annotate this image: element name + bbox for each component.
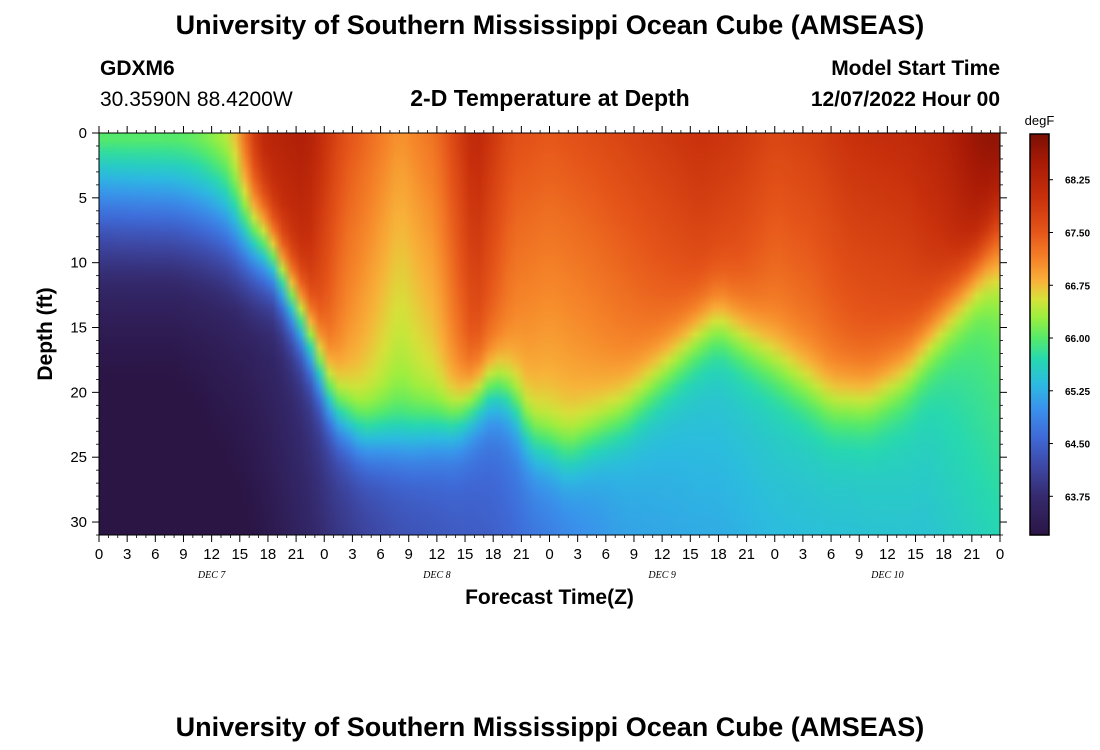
day-label: DEC 9	[647, 570, 676, 581]
x-tick-label: 0	[320, 546, 328, 563]
y-tick-label: 0	[79, 125, 87, 142]
x-tick-label: 6	[376, 546, 384, 563]
x-tick-label: 18	[260, 546, 277, 563]
colorbar-tick-label: 68.25	[1065, 176, 1090, 187]
x-tick-label: 0	[771, 546, 779, 563]
temperature-heatmap	[99, 133, 1000, 535]
x-tick-label: 0	[545, 546, 553, 563]
x-tick-label: 6	[151, 546, 159, 563]
x-tick-label: 18	[935, 546, 952, 563]
colorbar-bar	[1029, 133, 1050, 536]
colorbar-unit: degF	[1025, 113, 1055, 128]
x-tick-label: 12	[429, 546, 446, 563]
x-tick-label: 3	[573, 546, 581, 563]
colorbar: 63.75 64.50 65.25 66.00 66.75 67.50 68.25 degF	[1025, 113, 1090, 536]
colorbar-tick-label: 66.75	[1065, 281, 1090, 292]
day-label: DEC 7	[197, 570, 227, 581]
x-tick-label: 21	[738, 546, 755, 563]
model-start-time: 12/07/2022 Hour 00	[810, 88, 1000, 111]
x-tick-label: 15	[457, 546, 474, 563]
x-tick-label: 9	[630, 546, 638, 563]
footer-title: University of Southern Mississippi Ocean…	[175, 712, 925, 742]
x-tick-label: 0	[996, 546, 1004, 563]
model-start-label: Model Start Time	[831, 57, 1000, 80]
x-tick-label: 0	[95, 546, 103, 563]
x-tick-label: 21	[288, 546, 305, 563]
station-coords: 30.3590N 88.4200W	[100, 88, 293, 111]
y-tick-label: 20	[70, 384, 87, 401]
x-tick-label: 21	[964, 546, 981, 563]
y-tick-label: 15	[70, 320, 87, 337]
y-tick-label: 10	[70, 255, 87, 272]
day-label: DEC 8	[422, 570, 451, 581]
chart-subtitle: 2-D Temperature at Depth	[410, 85, 690, 111]
x-tick-label: 21	[513, 546, 530, 563]
x-tick-label: 6	[602, 546, 610, 563]
day-label: DEC 10	[870, 570, 904, 581]
x-tick-label: 15	[907, 546, 924, 563]
x-tick-label: 3	[799, 546, 807, 563]
x-tick-label: 6	[827, 546, 835, 563]
x-tick-label: 15	[682, 546, 699, 563]
heatmap-layer	[99, 133, 1000, 535]
y-axis-title: Depth (ft)	[34, 287, 57, 380]
colorbar-tick-label: 65.25	[1065, 387, 1090, 398]
y-tick-label: 5	[79, 190, 87, 207]
x-tick-label: 12	[879, 546, 896, 563]
x-tick-label: 12	[203, 546, 220, 563]
x-tick-label: 18	[485, 546, 502, 563]
x-tick-label: 18	[710, 546, 727, 563]
x-tick-label: 9	[855, 546, 863, 563]
x-axis-title: Forecast Time(Z)	[465, 586, 634, 609]
x-tick-label: 9	[405, 546, 413, 563]
x-tick-label: 15	[231, 546, 248, 563]
y-axis: 0 5 10 15 20 25 30 Depth (ft)	[34, 125, 1007, 536]
colorbar-tick-label: 63.75	[1065, 492, 1090, 503]
chart-title: University of Southern Mississippi Ocean…	[175, 10, 925, 40]
colorbar-tick-label: 67.50	[1065, 228, 1090, 239]
x-tick-label: 3	[348, 546, 356, 563]
colorbar-tick-label: 66.00	[1065, 334, 1090, 345]
station-id: GDXM6	[100, 57, 175, 80]
y-tick-label: 30	[70, 514, 87, 531]
colorbar-tick-label: 64.50	[1065, 440, 1090, 451]
x-axis: 0 3 6 9 12 15 18 21 0 3 6 9 12 15 18 21 0 3 6 9 12 15 18 21 0 3 6 9…	[95, 126, 1004, 609]
y-tick-label: 25	[70, 449, 87, 466]
x-tick-label: 3	[123, 546, 131, 563]
x-tick-label: 12	[654, 546, 671, 563]
x-tick-label: 9	[179, 546, 187, 563]
